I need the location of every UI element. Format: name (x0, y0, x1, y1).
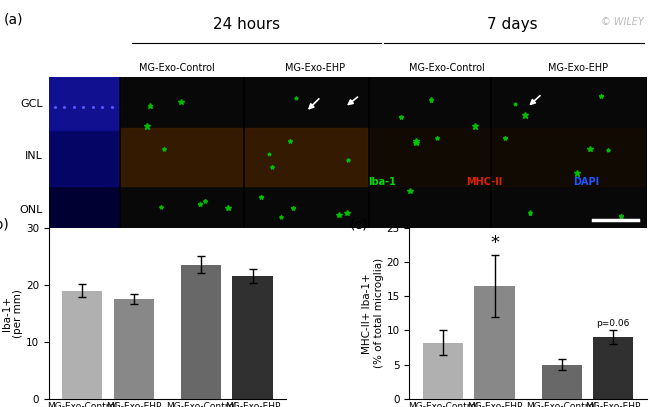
Y-axis label: Iba-1+
(per mm): Iba-1+ (per mm) (1, 289, 23, 338)
Bar (49, 77, 118, 130)
Bar (49, 77, 118, 228)
Text: MG-Exo-EHP: MG-Exo-EHP (548, 63, 608, 73)
Bar (493, 77, 645, 228)
Text: MHC-II: MHC-II (466, 177, 502, 187)
Text: MG-Exo-Control: MG-Exo-Control (140, 63, 215, 73)
Text: MG-Exo-Control: MG-Exo-Control (409, 63, 484, 73)
Text: DAPI: DAPI (573, 177, 599, 187)
Y-axis label: MHC-II+ Iba-1+
(% of total microglia): MHC-II+ Iba-1+ (% of total microglia) (362, 258, 383, 368)
Text: 24 hours: 24 hours (213, 18, 280, 33)
Bar (120, 129, 242, 186)
Text: MG-Exo-EHP: MG-Exo-EHP (285, 63, 345, 73)
Bar (114, 299, 154, 399)
Text: 7 days: 7 days (487, 18, 538, 33)
Text: Iba-1: Iba-1 (369, 177, 396, 187)
Bar (370, 129, 489, 186)
Text: INL: INL (25, 151, 43, 160)
Bar (245, 77, 367, 228)
Bar (423, 343, 463, 399)
Bar (181, 265, 221, 399)
Bar (474, 286, 515, 399)
Bar (593, 337, 633, 399)
Text: (a): (a) (4, 12, 23, 26)
Bar (370, 77, 489, 228)
Text: GCL: GCL (20, 99, 43, 109)
Text: *: * (490, 234, 499, 252)
Bar (541, 365, 582, 399)
Bar (62, 291, 103, 399)
Text: © WILEY: © WILEY (601, 18, 644, 27)
Bar (245, 129, 367, 186)
Bar (493, 129, 645, 186)
Bar (49, 130, 118, 186)
Text: ONL: ONL (20, 205, 43, 215)
Text: (c): (c) (350, 217, 369, 232)
Text: (b): (b) (0, 217, 9, 232)
Bar (233, 276, 272, 399)
Bar (120, 77, 242, 228)
Text: p=0.06: p=0.06 (597, 319, 630, 328)
